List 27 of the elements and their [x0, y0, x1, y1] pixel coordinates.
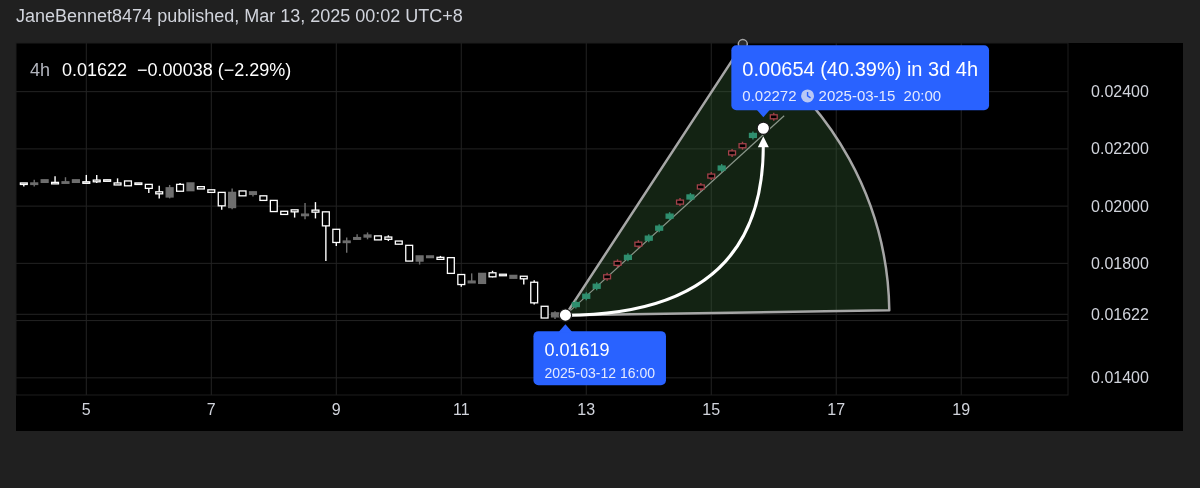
- y-tick-label: 0.02000: [1091, 197, 1150, 215]
- x-tick-label: 15: [702, 401, 721, 418]
- y-tick-label: 0.01622: [1091, 305, 1150, 323]
- x-tick-label: 5: [81, 401, 91, 418]
- annotation: 0.02272: [742, 87, 797, 105]
- x-tick-label: 9: [331, 401, 341, 418]
- x-tick-label: 11: [452, 401, 470, 418]
- y-tick-label: 0.02400: [1091, 83, 1150, 101]
- candlestick: [300, 202, 310, 220]
- y-tick-label: 0.01400: [1091, 369, 1150, 387]
- annotation: 2025-03-15 20:00: [818, 87, 942, 105]
- annotation: 0.00654 (40.39%) in 3d 4h: [742, 58, 979, 81]
- candlestick: [50, 175, 60, 185]
- y-tick-label: 0.01800: [1091, 254, 1150, 272]
- text: 4h: [30, 60, 51, 80]
- x-tick-label: 17: [827, 401, 846, 418]
- candlestick: [321, 211, 330, 262]
- candlestick: [228, 187, 237, 210]
- annotation: 0.01619: [544, 340, 610, 361]
- x-tick-label: 19: [952, 401, 971, 418]
- y-tick-label: 0.02200: [1091, 140, 1150, 158]
- x-tick-label: 7: [206, 401, 216, 418]
- candlestick: [530, 279, 539, 306]
- text: JaneBennet8474 published, Mar 13, 2025 00:02 UTC+8: [16, 6, 463, 26]
- annotation: 2025-03-12 16:00: [544, 365, 656, 382]
- text: 0.01622 −0.00038 (−2.29%): [62, 60, 292, 80]
- x-tick-label: 13: [577, 401, 596, 418]
